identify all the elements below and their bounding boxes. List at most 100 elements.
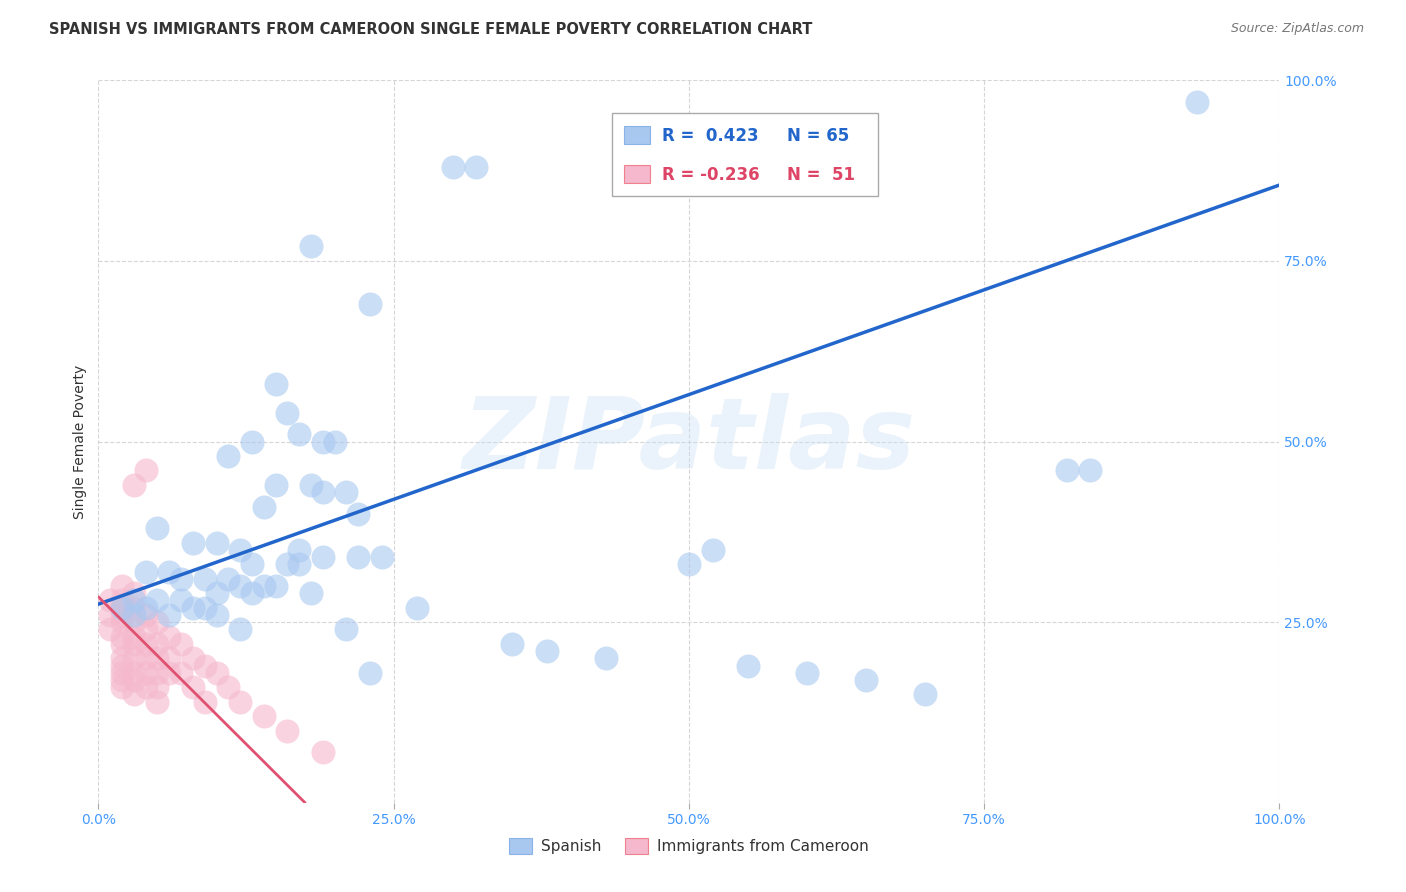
Point <box>299 478 322 492</box>
Point <box>146 695 169 709</box>
Point <box>347 550 370 565</box>
Point <box>406 600 429 615</box>
FancyBboxPatch shape <box>612 112 877 196</box>
Point <box>122 607 145 622</box>
Point <box>181 651 204 665</box>
Point <box>441 160 464 174</box>
Point <box>335 485 357 500</box>
Point <box>170 572 193 586</box>
Point <box>122 665 145 680</box>
Point <box>135 680 157 694</box>
Point <box>312 550 335 565</box>
Point <box>194 695 217 709</box>
Point <box>111 630 134 644</box>
Point <box>146 637 169 651</box>
Point <box>229 695 252 709</box>
Point <box>98 623 121 637</box>
Point <box>335 623 357 637</box>
Point <box>135 623 157 637</box>
Point <box>276 406 298 420</box>
Point <box>135 665 157 680</box>
Point <box>264 478 287 492</box>
Point <box>146 665 169 680</box>
Point <box>146 521 169 535</box>
Point <box>111 673 134 687</box>
Point <box>299 239 322 253</box>
Point <box>111 651 134 665</box>
Point <box>111 600 134 615</box>
Point <box>135 637 157 651</box>
Point <box>288 542 311 557</box>
Point <box>229 542 252 557</box>
Point <box>205 586 228 600</box>
Point <box>702 542 724 557</box>
Point <box>253 500 276 514</box>
Point <box>181 680 204 694</box>
Point <box>276 558 298 572</box>
Point <box>157 565 180 579</box>
Point <box>312 485 335 500</box>
Point <box>146 680 169 694</box>
Point <box>157 665 180 680</box>
Point <box>1056 463 1078 477</box>
Point <box>146 615 169 630</box>
Point <box>111 600 134 615</box>
Point <box>111 615 134 630</box>
Point <box>135 463 157 477</box>
Point <box>122 593 145 607</box>
Point <box>111 665 134 680</box>
Point <box>135 600 157 615</box>
Point <box>122 651 145 665</box>
Point <box>288 558 311 572</box>
Point <box>217 449 239 463</box>
Point <box>98 593 121 607</box>
Point <box>122 478 145 492</box>
Point <box>253 709 276 723</box>
Point <box>465 160 488 174</box>
Point <box>111 593 134 607</box>
FancyBboxPatch shape <box>624 127 650 144</box>
Point <box>217 572 239 586</box>
Point <box>264 579 287 593</box>
Point <box>111 680 134 694</box>
Point <box>122 637 145 651</box>
Point <box>98 607 121 622</box>
Text: SPANISH VS IMMIGRANTS FROM CAMEROON SINGLE FEMALE POVERTY CORRELATION CHART: SPANISH VS IMMIGRANTS FROM CAMEROON SING… <box>49 22 813 37</box>
Point <box>122 673 145 687</box>
Point <box>135 651 157 665</box>
Point <box>217 680 239 694</box>
Point <box>122 600 145 615</box>
Point <box>229 623 252 637</box>
Text: N =  51: N = 51 <box>787 166 855 184</box>
FancyBboxPatch shape <box>624 165 650 183</box>
Point <box>276 723 298 738</box>
Point <box>205 535 228 549</box>
Text: Source: ZipAtlas.com: Source: ZipAtlas.com <box>1230 22 1364 36</box>
Point <box>229 579 252 593</box>
Point <box>157 607 180 622</box>
Point <box>146 593 169 607</box>
Point <box>264 376 287 391</box>
Legend: Spanish, Immigrants from Cameroon: Spanish, Immigrants from Cameroon <box>503 832 875 860</box>
Point <box>205 665 228 680</box>
Point <box>194 600 217 615</box>
Point <box>111 637 134 651</box>
Point <box>135 607 157 622</box>
Point <box>122 586 145 600</box>
Point <box>855 673 877 687</box>
Point <box>122 615 145 630</box>
Text: R =  0.423: R = 0.423 <box>662 127 758 145</box>
Point <box>240 586 263 600</box>
Point <box>359 665 381 680</box>
Point <box>312 434 335 449</box>
Point <box>347 507 370 521</box>
Point <box>678 558 700 572</box>
Point <box>796 665 818 680</box>
Point <box>536 644 558 658</box>
Point <box>194 658 217 673</box>
Point <box>1080 463 1102 477</box>
Text: ZIPatlas: ZIPatlas <box>463 393 915 490</box>
Point <box>1185 95 1208 109</box>
Point <box>205 607 228 622</box>
Point <box>170 593 193 607</box>
